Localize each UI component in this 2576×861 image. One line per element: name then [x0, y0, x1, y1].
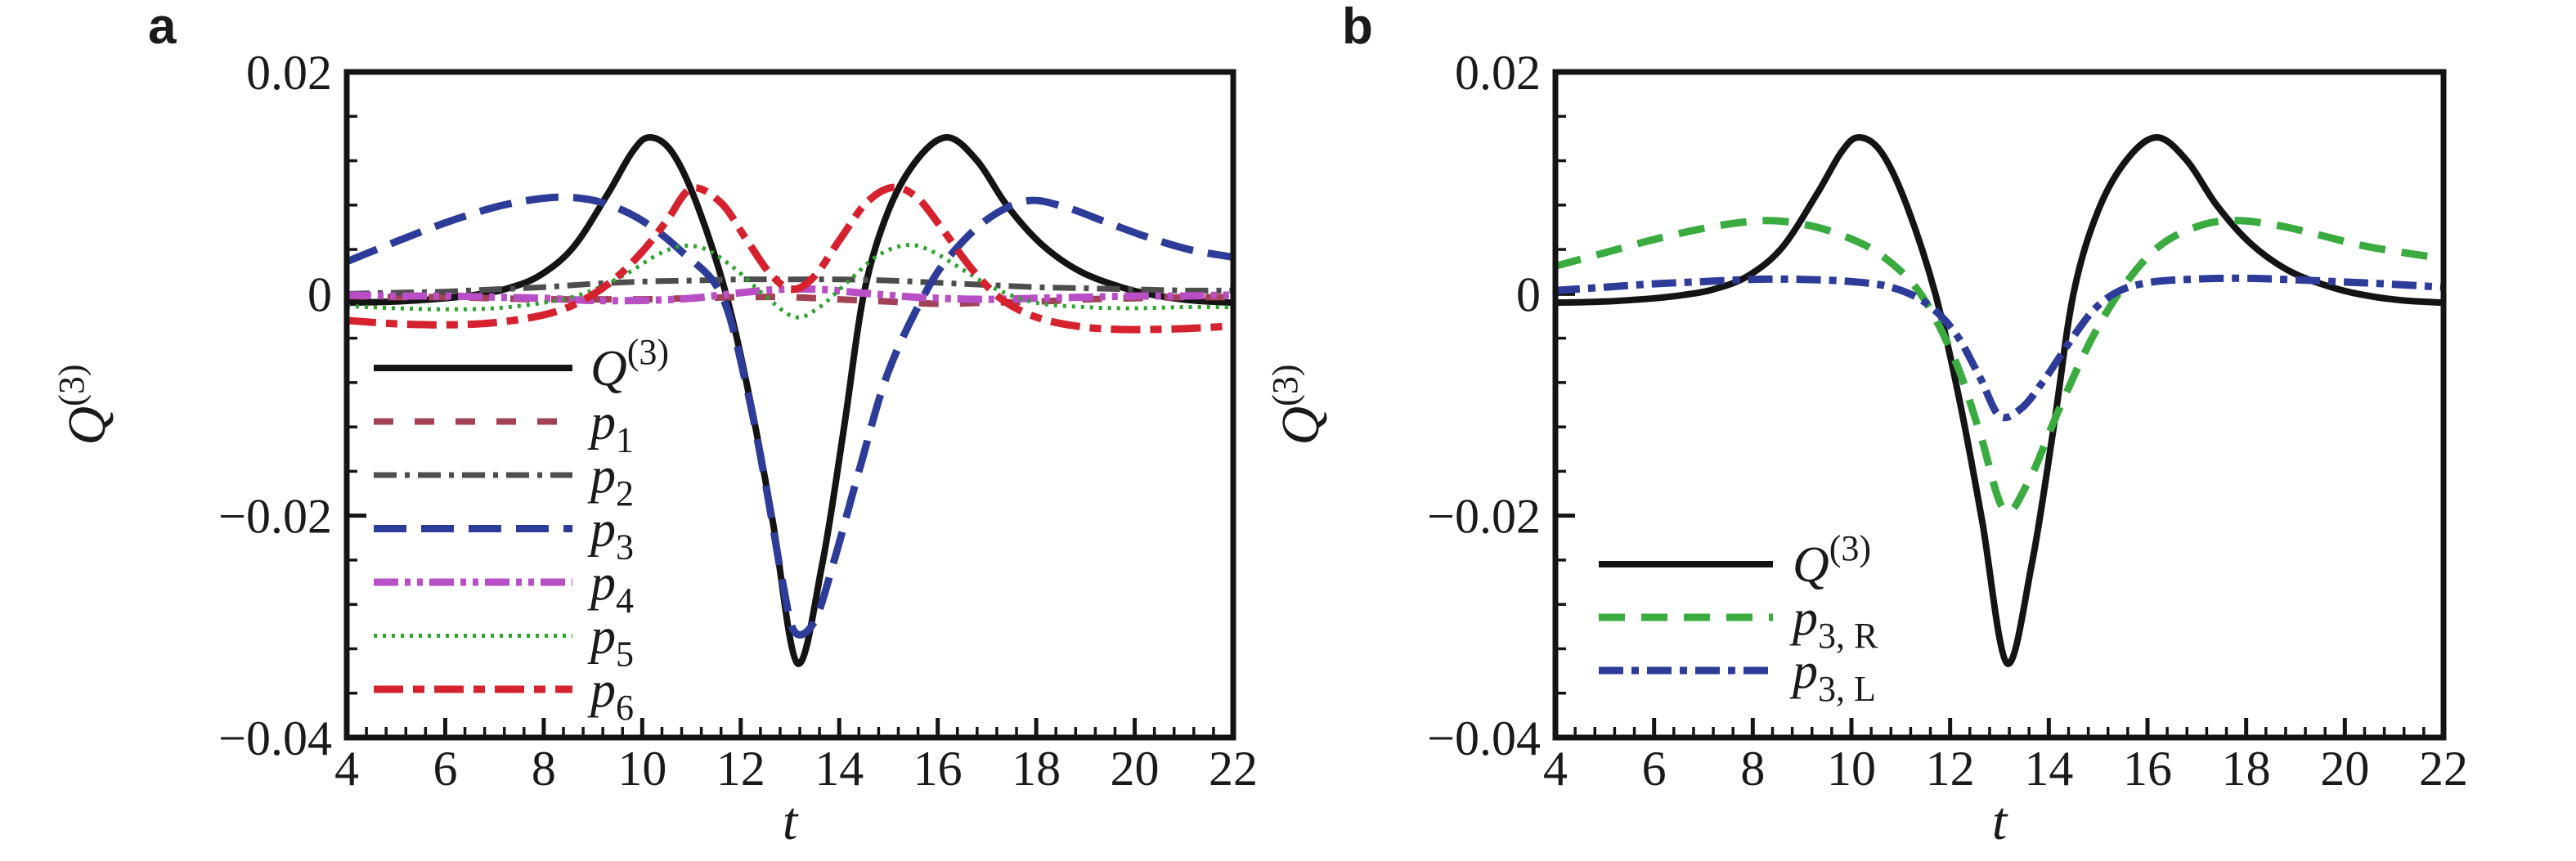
- legend-b: Q(3)p3, Rp3, L: [1599, 528, 1878, 709]
- y-tick-label: 0: [1516, 267, 1541, 321]
- series-group-a: [347, 134, 1233, 667]
- x-tick-label: 14: [815, 742, 864, 796]
- legend-label-p1: p1: [587, 395, 634, 460]
- legend-label-p3: p3: [587, 502, 634, 567]
- axis-labels-b: 4 6 8 10 12 14 16 18 20 22 0.02 0 −0.02 −0.04: [1427, 46, 2468, 796]
- x-tick-label: 20: [1111, 742, 1160, 796]
- y-axis-title: Q(3): [1265, 365, 1331, 446]
- legend-label-p5: p5: [587, 609, 634, 675]
- plot-frame-a: [343, 69, 1236, 741]
- y-tick-label: −0.02: [218, 490, 332, 544]
- legend-label-p3L: p3, L: [1789, 644, 1876, 709]
- legend-label-Q3: Q(3): [1793, 528, 1871, 593]
- series-p3R: [1555, 217, 2444, 516]
- legend-item-p5: p5: [374, 609, 634, 675]
- panel-b: 4 6 8 10 12 14 16 18 20 220.020−0.02−0.04tQ(3)Q(3…: [1265, 46, 2468, 851]
- axis-labels-a: 4 6 8 10 12 14 16 18 20 22 0.02 0 −0.02 −0.04: [218, 46, 1258, 796]
- legend-label-p6: p6: [587, 662, 634, 728]
- legend-label-p3R: p3, R: [1789, 590, 1878, 656]
- legend-item-p3R: p3, R: [1599, 590, 1878, 656]
- y-tick-label: 0.02: [246, 46, 332, 100]
- x-tick-label: 16: [913, 742, 963, 796]
- x-tick-label: 4: [1543, 742, 1568, 796]
- x-tick-label: 10: [617, 742, 666, 796]
- series-p3L: [1555, 274, 2444, 422]
- x-tick-label: 8: [1740, 742, 1765, 796]
- x-tick-label: 18: [2222, 742, 2271, 796]
- series-p3: [347, 193, 1233, 639]
- panel-a-label: a: [148, 0, 177, 55]
- x-axis-title: t: [783, 791, 799, 851]
- legend-item-Q3: Q(3): [1599, 528, 1871, 593]
- series-p6: [347, 183, 1233, 334]
- x-tick-label: 22: [2419, 742, 2468, 796]
- legend-item-p2: p2: [374, 448, 634, 513]
- series-group-b: [1555, 134, 2444, 667]
- legend-item-p6: p6: [374, 662, 634, 728]
- series-Q3: [1555, 134, 2444, 667]
- legend-item-p1: p1: [374, 395, 634, 460]
- y-tick-label: −0.04: [1427, 711, 1541, 765]
- x-tick-label: 6: [1642, 742, 1667, 796]
- series-Q3: [347, 134, 1233, 667]
- y-tick-label: −0.04: [218, 711, 332, 765]
- legend-label-Q3: Q(3): [590, 332, 669, 397]
- x-tick-label: 12: [1926, 742, 1975, 796]
- legend-item-p3L: p3, L: [1599, 644, 1876, 709]
- y-tick-label: −0.02: [1427, 490, 1541, 544]
- y-tick-label: 0: [307, 267, 332, 321]
- legend-item-Q3: Q(3): [374, 332, 669, 397]
- x-tick-label: 20: [2320, 742, 2369, 796]
- x-tick-label: 18: [1012, 742, 1061, 796]
- legend-item-p3: p3: [374, 502, 634, 567]
- y-tick-label: 0.02: [1455, 46, 1541, 100]
- x-tick-label: 22: [1209, 742, 1258, 796]
- legend-item-p4: p4: [374, 555, 634, 621]
- series-p2: [347, 276, 1233, 297]
- plot-frame-b: [1552, 69, 2447, 741]
- y-axis-title: Q(3): [52, 365, 117, 446]
- x-axis-title: t: [1992, 791, 2008, 851]
- x-tick-label: 16: [2123, 742, 2172, 796]
- x-tick-label: 12: [716, 742, 765, 796]
- legend-label-p2: p2: [587, 448, 634, 513]
- x-tick-label: 6: [433, 742, 457, 796]
- legend-label-p4: p4: [587, 555, 634, 621]
- x-tick-label: 8: [532, 742, 556, 796]
- x-tick-label: 4: [334, 742, 359, 796]
- panel-b-label: b: [1342, 0, 1373, 55]
- x-tick-label: 10: [1827, 742, 1876, 796]
- x-tick-label: 14: [2024, 742, 2073, 796]
